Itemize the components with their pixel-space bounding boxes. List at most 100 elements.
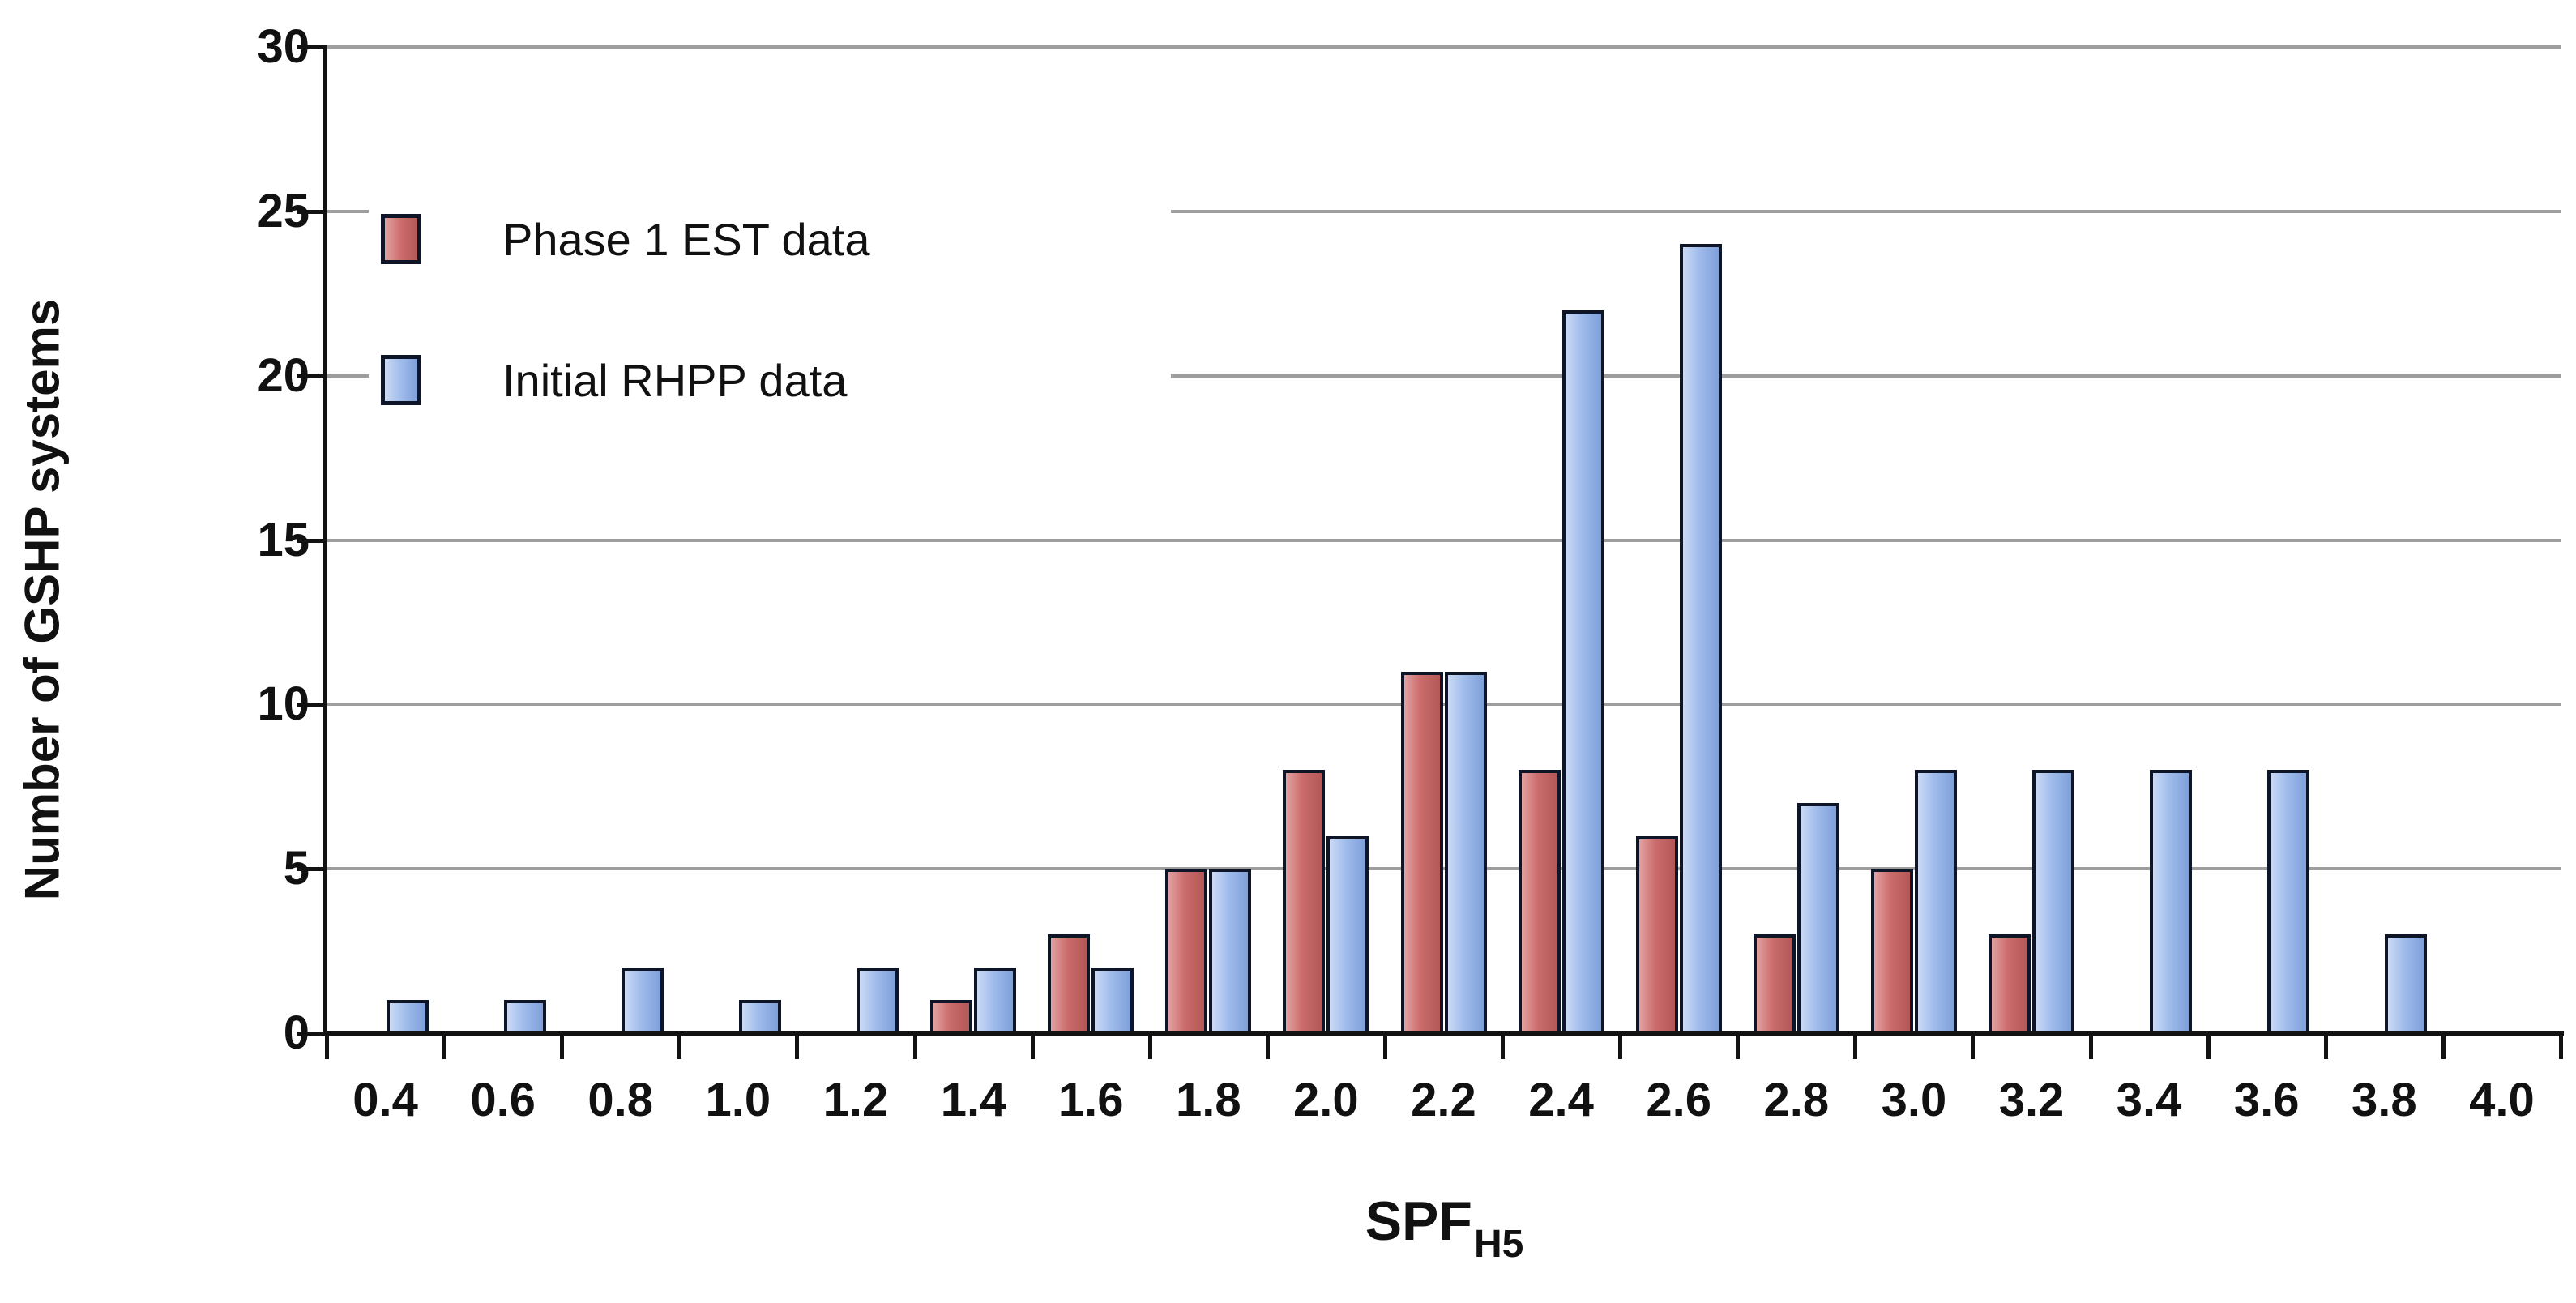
bar-rhpp-1.4	[974, 968, 1017, 1033]
gridline-10	[327, 703, 2561, 707]
x-tick-3	[677, 1035, 682, 1059]
bar-phase1-2.4	[1518, 770, 1561, 1033]
x-tick-14	[1971, 1035, 1976, 1059]
y-tick-25	[297, 209, 327, 214]
x-tick-17	[2323, 1035, 2328, 1059]
x-axis-title: SPFH5	[327, 1190, 2561, 1266]
bar-phase1-1.8	[1165, 869, 1208, 1033]
bar-rhpp-3.2	[2032, 770, 2075, 1033]
bar-rhpp-0.4	[386, 1000, 429, 1033]
x-tick-label-2.4: 2.4	[1528, 1074, 1594, 1126]
x-tick-label-3.6: 3.6	[2233, 1074, 2300, 1126]
legend-item-rhpp: Initial RHPP data	[381, 352, 847, 408]
bar-rhpp-2.4	[1561, 310, 1604, 1033]
x-tick-8	[1265, 1035, 1270, 1059]
bar-rhpp-0.6	[503, 1000, 546, 1033]
gridline-30	[327, 45, 2561, 49]
x-tick-label-3.4: 3.4	[2116, 1074, 2182, 1126]
x-tick-12	[1736, 1035, 1741, 1059]
rhpp-legend-swatch-icon	[381, 355, 421, 405]
x-tick-19	[2559, 1035, 2563, 1059]
x-axis-title-text: SPF	[1365, 1190, 1472, 1252]
x-tick-13	[1853, 1035, 1858, 1059]
y-tick-label-10: 10	[257, 677, 310, 731]
y-tick-20	[297, 374, 327, 378]
bar-rhpp-3.6	[2267, 770, 2310, 1033]
gridline-15	[327, 538, 2561, 542]
plot-area: Phase 1 EST data Initial RHPP data	[327, 45, 2561, 1033]
x-tick-label-0.8: 0.8	[587, 1074, 654, 1126]
x-tick-2	[560, 1035, 565, 1059]
y-tick-label-25: 25	[257, 184, 310, 237]
x-tick-1	[442, 1035, 447, 1059]
y-tick-label-20: 20	[257, 348, 310, 402]
x-tick-11	[1618, 1035, 1623, 1059]
x-tick-label-1.8: 1.8	[1175, 1074, 1241, 1126]
bar-phase1-2.8	[1753, 934, 1796, 1033]
y-tick-label-0: 0	[283, 1006, 310, 1059]
gridline-25	[327, 209, 2561, 213]
x-tick-5	[912, 1035, 917, 1059]
bar-rhpp-1.2	[856, 968, 899, 1033]
x-tick-4	[795, 1035, 800, 1059]
bar-rhpp-1.8	[1209, 869, 1252, 1033]
bar-phase1-3.0	[1870, 869, 1913, 1033]
x-tick-label-1.6: 1.6	[1057, 1074, 1124, 1126]
y-tick-5	[297, 867, 327, 872]
bar-rhpp-2.0	[1326, 836, 1369, 1033]
bar-phase1-2.0	[1283, 770, 1326, 1033]
legend-label-phase1: Phase 1 EST data	[502, 213, 870, 265]
x-tick-10	[1501, 1035, 1506, 1059]
bar-rhpp-1.0	[738, 1000, 781, 1033]
x-tick-label-2.0: 2.0	[1293, 1074, 1359, 1126]
bar-rhpp-2.8	[1796, 803, 1839, 1033]
y-tick-15	[297, 538, 327, 543]
x-tick-label-1.2: 1.2	[822, 1074, 889, 1126]
x-tick-label-1.0: 1.0	[705, 1074, 771, 1126]
x-tick-label-0.6: 0.6	[470, 1074, 536, 1126]
x-tick-label-4.0: 4.0	[2469, 1074, 2535, 1126]
x-axis-title-subscript: H5	[1473, 1222, 1524, 1266]
x-tick-label-0.4: 0.4	[352, 1074, 418, 1126]
x-tick-18	[2441, 1035, 2446, 1059]
gridline-5	[327, 867, 2561, 871]
bar-phase1-1.4	[930, 1000, 973, 1033]
bar-rhpp-3.8	[2385, 934, 2428, 1033]
y-tick-label-5: 5	[283, 842, 310, 895]
y-tick-label-30: 30	[257, 20, 310, 73]
x-tick-label-3.0: 3.0	[1881, 1074, 1947, 1126]
x-tick-label-2.8: 2.8	[1763, 1074, 1830, 1126]
x-tick-6	[1030, 1035, 1035, 1059]
x-tick-label-1.4: 1.4	[940, 1074, 1006, 1126]
bar-phase1-3.2	[1989, 934, 2031, 1033]
bar-phase1-1.6	[1048, 934, 1091, 1033]
legend-label-rhpp: Initial RHPP data	[502, 354, 848, 406]
x-tick-0	[325, 1035, 329, 1059]
x-tick-label-2.6: 2.6	[1646, 1074, 1712, 1126]
bar-phase1-2.6	[1635, 836, 1678, 1033]
x-tick-label-3.2: 3.2	[1998, 1074, 2065, 1126]
x-tick-9	[1382, 1035, 1387, 1059]
x-tick-15	[2088, 1035, 2093, 1059]
legend: Phase 1 EST data Initial RHPP data	[369, 185, 1171, 428]
x-tick-16	[2206, 1035, 2211, 1059]
bar-rhpp-2.6	[1679, 244, 1722, 1033]
bar-rhpp-1.6	[1091, 968, 1134, 1033]
bar-rhpp-0.8	[621, 968, 664, 1033]
y-tick-0	[297, 1032, 327, 1036]
phase1-legend-swatch-icon	[381, 214, 421, 264]
gridline-20	[327, 374, 2561, 378]
x-tick-7	[1147, 1035, 1152, 1059]
bar-rhpp-3.4	[2150, 770, 2193, 1033]
bar-rhpp-2.2	[1444, 672, 1487, 1033]
bar-rhpp-3.0	[1914, 770, 1957, 1033]
x-tick-label-2.2: 2.2	[1411, 1074, 1476, 1126]
legend-item-phase1: Phase 1 EST data	[381, 211, 870, 267]
x-tick-label-3.8: 3.8	[2352, 1074, 2417, 1126]
y-tick-10	[297, 703, 327, 707]
y-axis-title: Number of GSHP systems	[15, 298, 70, 901]
bar-phase1-2.2	[1400, 672, 1443, 1033]
y-tick-label-15: 15	[257, 513, 310, 566]
y-tick-30	[297, 45, 327, 49]
